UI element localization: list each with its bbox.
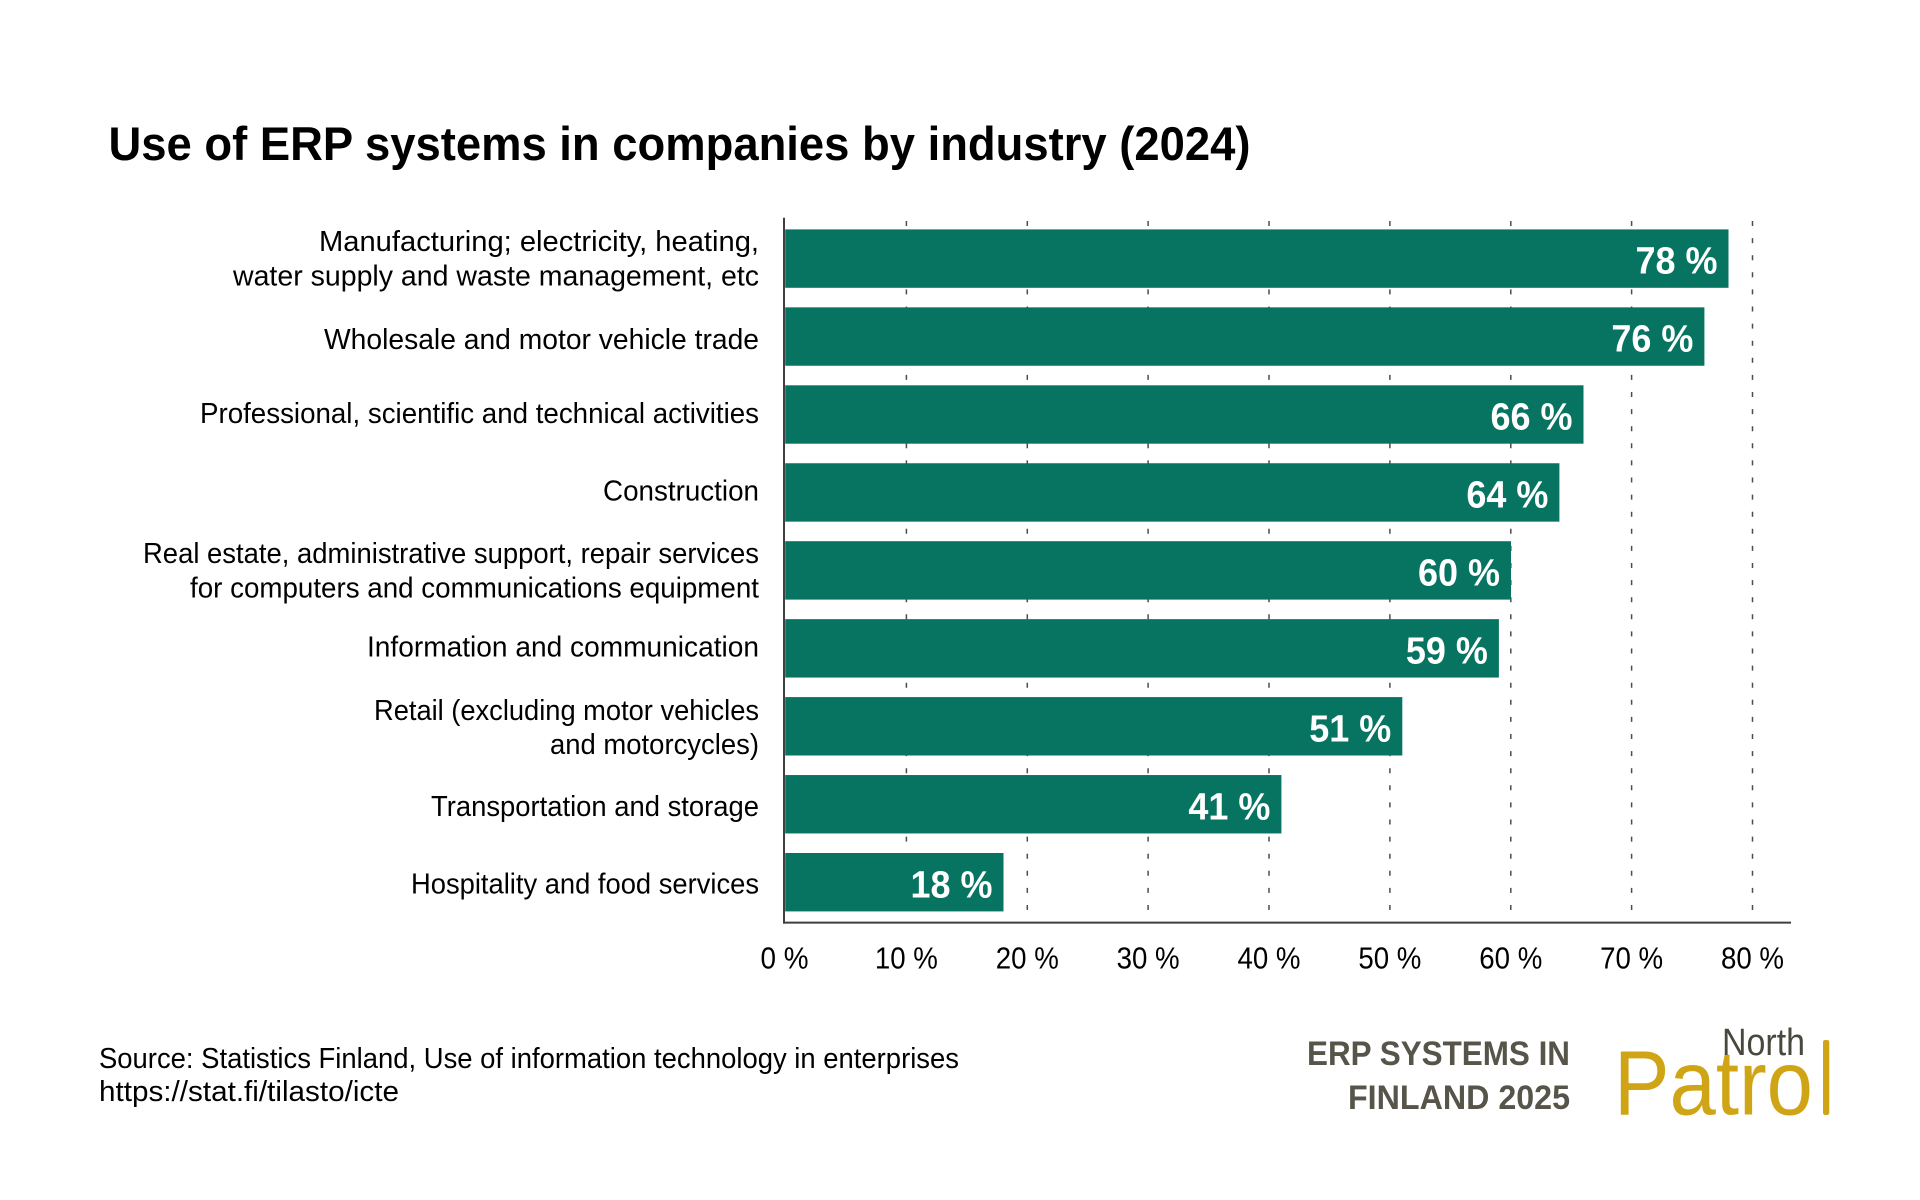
svg-text:Retail (excluding motor vehicl: Retail (excluding motor vehicles bbox=[374, 695, 759, 727]
svg-text:60 %: 60 % bbox=[1418, 553, 1500, 595]
svg-text:0 %: 0 % bbox=[761, 941, 809, 976]
svg-text:50 %: 50 % bbox=[1358, 941, 1421, 976]
svg-text:64 %: 64 % bbox=[1466, 475, 1548, 517]
svg-text:10 %: 10 % bbox=[875, 941, 938, 976]
svg-text:Hospitality and food services: Hospitality and food services bbox=[411, 869, 759, 901]
svg-text:76 %: 76 % bbox=[1611, 319, 1693, 361]
svg-text:Use of ERP systems in companie: Use of ERP systems in companies by indus… bbox=[109, 117, 1251, 170]
svg-text:Manufacturing; electricity, he: Manufacturing; electricity, heating, bbox=[319, 226, 759, 258]
svg-text:and motorcycles): and motorcycles) bbox=[550, 729, 759, 761]
svg-text:Professional, scientific and t: Professional, scientific and technical a… bbox=[200, 398, 759, 430]
svg-text:20 %: 20 % bbox=[996, 941, 1059, 976]
svg-text:for computers and communicatio: for computers and communications equipme… bbox=[190, 573, 759, 605]
svg-text:https://stat.fi/tilasto/icte: https://stat.fi/tilasto/icte bbox=[99, 1076, 399, 1108]
svg-text:ERP SYSTEMS IN: ERP SYSTEMS IN bbox=[1307, 1035, 1570, 1073]
svg-text:80 %: 80 % bbox=[1721, 941, 1784, 976]
svg-text:41 %: 41 % bbox=[1188, 786, 1270, 828]
svg-text:Real estate, administrative su: Real estate, administrative support, rep… bbox=[143, 538, 759, 570]
svg-text:Source: Statistics Finland, Us: Source: Statistics Finland, Use of infor… bbox=[99, 1043, 959, 1075]
svg-text:60 %: 60 % bbox=[1479, 941, 1542, 976]
svg-text:Patro: Patro bbox=[1614, 1033, 1813, 1135]
svg-text:North: North bbox=[1722, 1022, 1805, 1064]
svg-text:Construction: Construction bbox=[603, 476, 759, 508]
svg-text:59 %: 59 % bbox=[1406, 631, 1488, 673]
svg-text:40 %: 40 % bbox=[1238, 941, 1301, 976]
svg-text:Transportation and storage: Transportation and storage bbox=[431, 791, 759, 823]
svg-text:FINLAND 2025: FINLAND 2025 bbox=[1348, 1079, 1570, 1117]
svg-text:water supply and waste managem: water supply and waste management, etc bbox=[232, 260, 759, 292]
svg-text:30 %: 30 % bbox=[1117, 941, 1180, 976]
svg-text:51 %: 51 % bbox=[1309, 708, 1391, 750]
svg-text:Information and communication: Information and communication bbox=[367, 631, 759, 663]
svg-text:66 %: 66 % bbox=[1491, 397, 1573, 439]
svg-text:70 %: 70 % bbox=[1600, 941, 1663, 976]
svg-text:Wholesale and motor vehicle tr: Wholesale and motor vehicle trade bbox=[324, 324, 759, 356]
svg-text:78 %: 78 % bbox=[1636, 241, 1718, 283]
svg-text:18 %: 18 % bbox=[911, 864, 993, 906]
